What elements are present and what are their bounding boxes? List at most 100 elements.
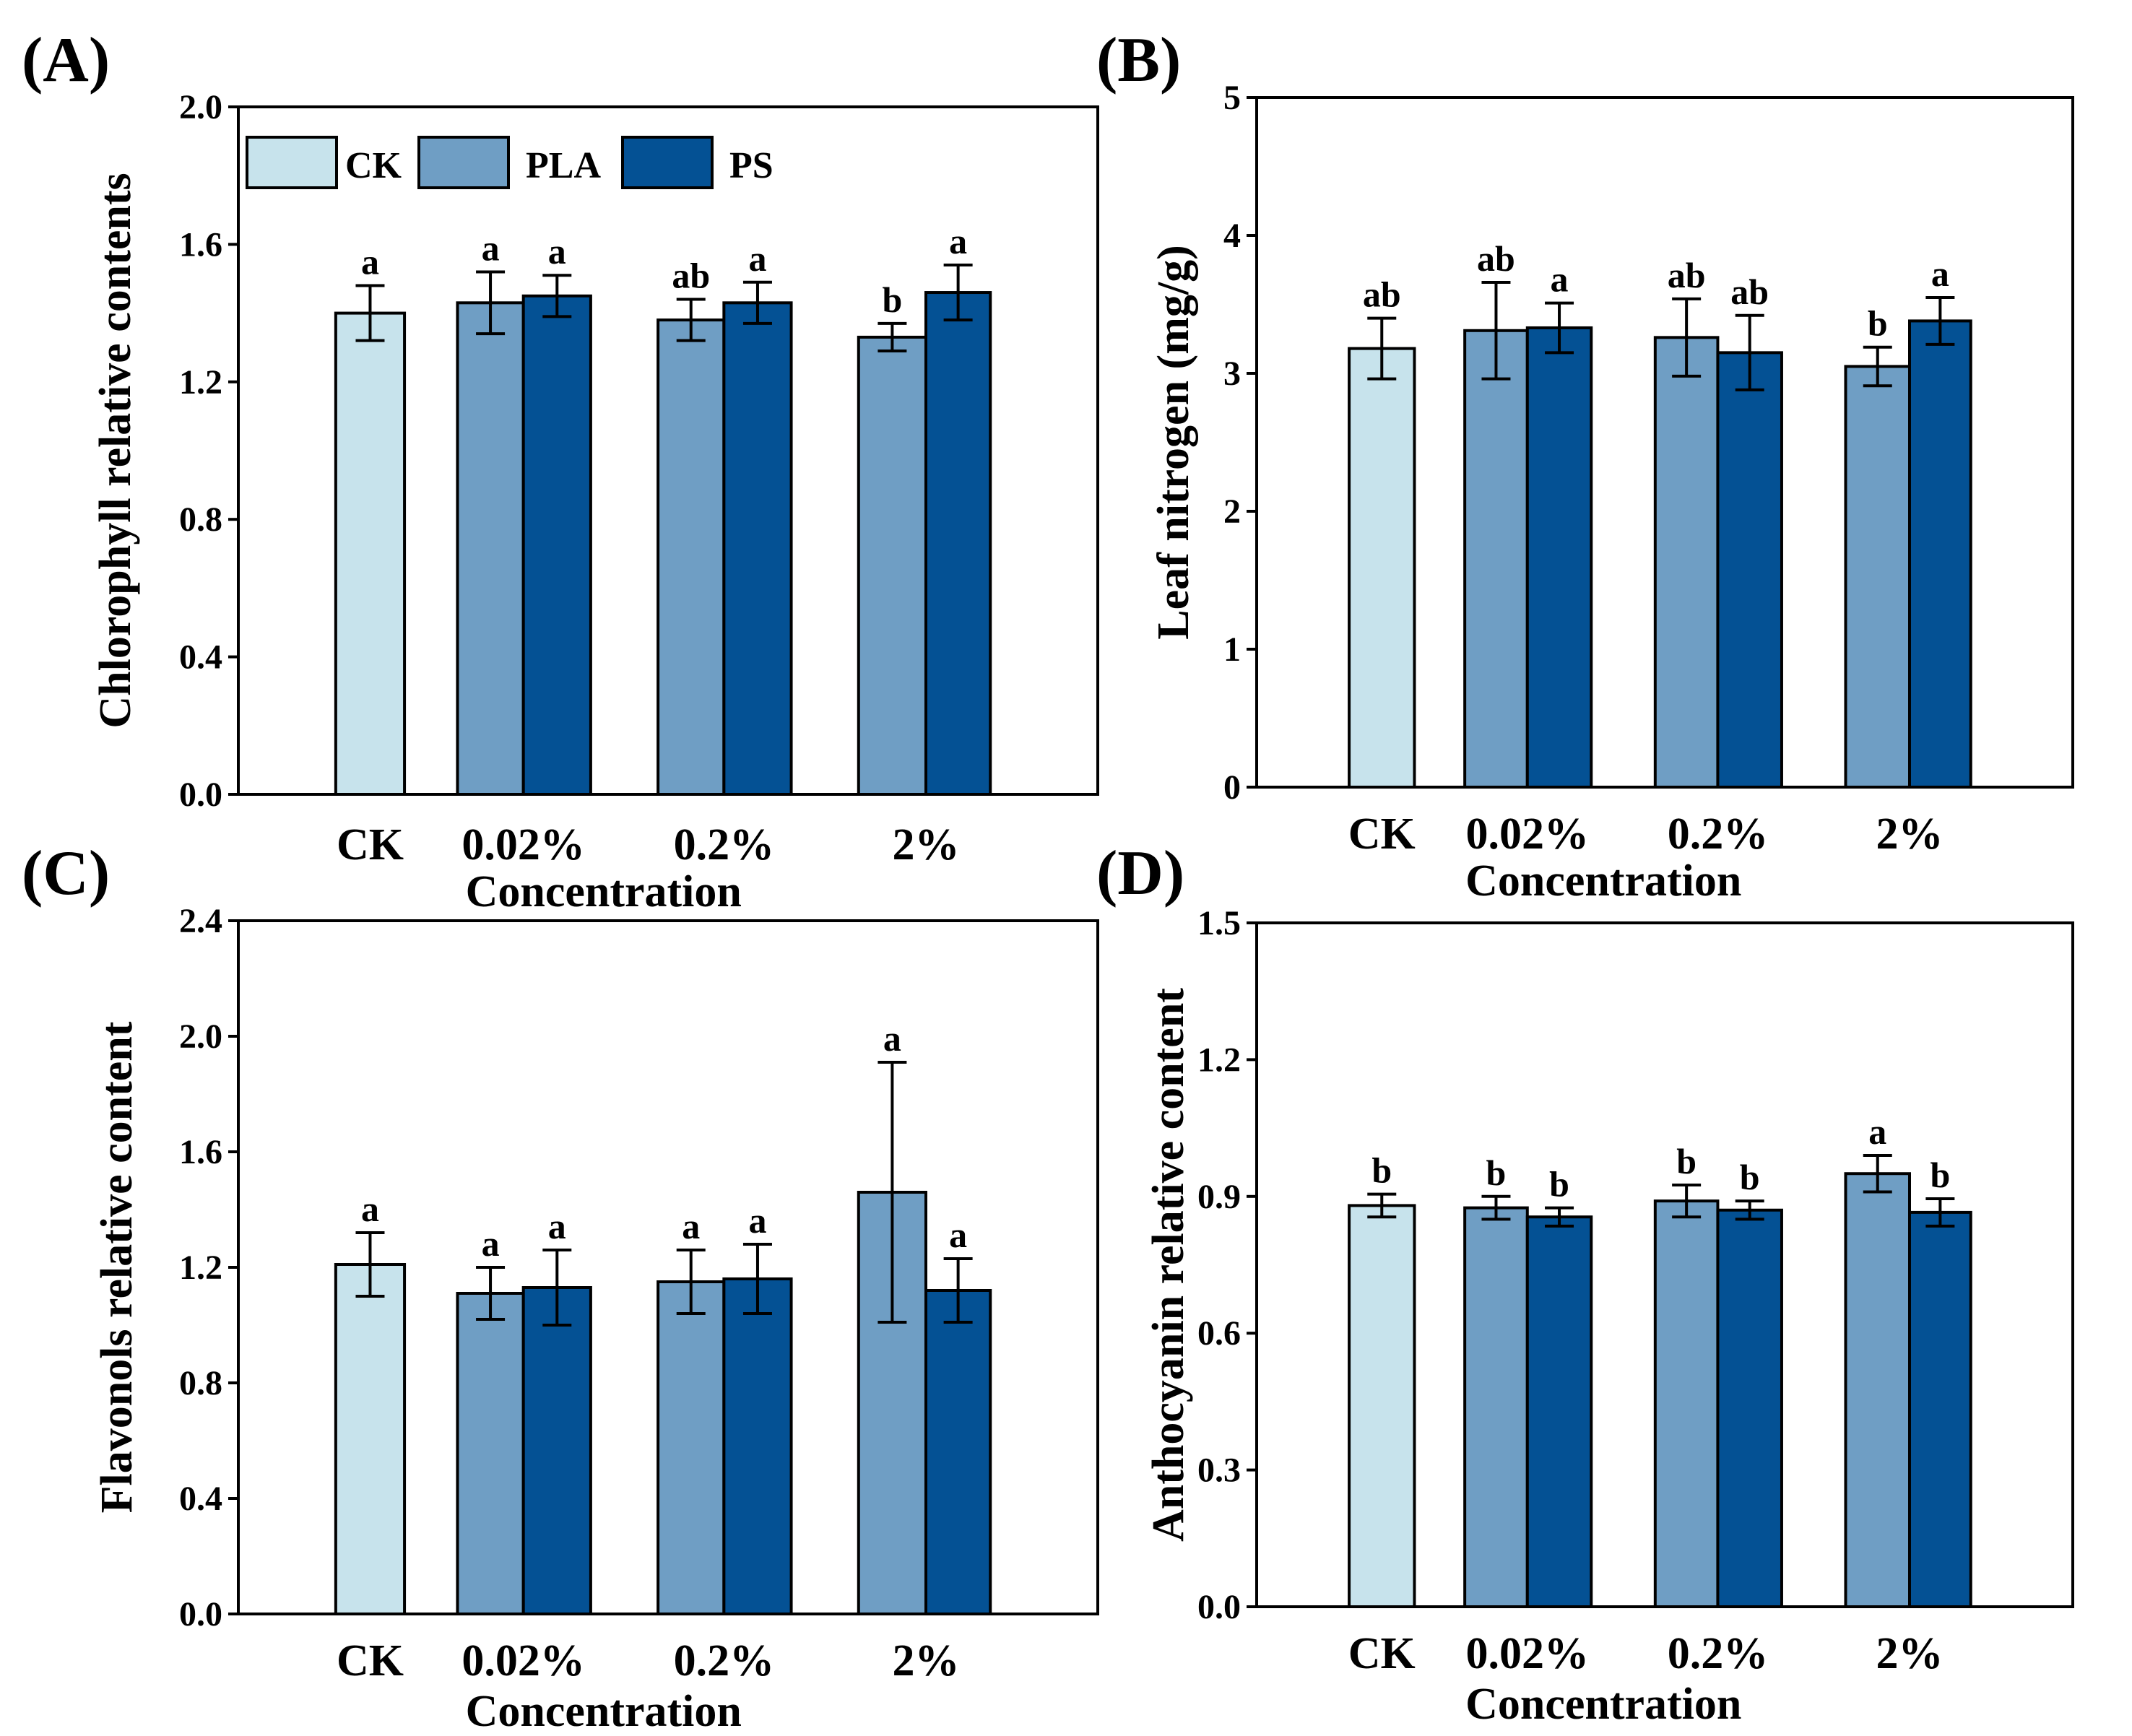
plot-frame xyxy=(1255,96,2074,789)
bar-ps xyxy=(521,1286,592,1615)
x-tick-label: CK xyxy=(1348,1629,1416,1678)
bar-ps xyxy=(1716,351,1783,789)
x-tick-label: 2% xyxy=(893,820,960,869)
legend-swatch-pla xyxy=(417,136,510,189)
bar-pla xyxy=(1463,329,1529,789)
legend-label-ps: PS xyxy=(729,145,774,186)
x-tick-label: 0.02% xyxy=(462,820,585,869)
x-axis-title: Concentration xyxy=(1465,856,1741,906)
significance-label: a xyxy=(949,1215,967,1255)
bar-pla xyxy=(1844,1172,1912,1608)
y-tick-label: 0.4 xyxy=(179,638,222,677)
y-tick-label: 5 xyxy=(1223,79,1241,117)
significance-label: a xyxy=(748,238,766,279)
y-tick-label: 0.3 xyxy=(1197,1451,1241,1490)
y-tick-label: 1.6 xyxy=(179,225,222,264)
significance-label: b xyxy=(1930,1155,1950,1195)
significance-label: a xyxy=(748,1200,766,1241)
bar-ck xyxy=(1348,1204,1416,1608)
significance-label: ab xyxy=(1730,272,1769,312)
x-tick-label: 0.02% xyxy=(462,1636,585,1685)
bar-ps xyxy=(1908,1210,1972,1608)
significance-label: a xyxy=(361,1189,379,1229)
bar-ps xyxy=(924,291,992,797)
y-tick-label: 2.0 xyxy=(179,1017,222,1056)
x-axis-title: Concentration xyxy=(466,867,742,916)
y-tick-label: 0 xyxy=(1223,768,1241,807)
bar-pla xyxy=(1844,365,1912,789)
y-tick-label: 1.2 xyxy=(1197,1041,1241,1079)
significance-label: a xyxy=(361,242,379,282)
y-axis-title: Leaf nitrogen (mg/g) xyxy=(1149,245,1198,639)
significance-label: ab xyxy=(1668,255,1706,295)
significance-label: b xyxy=(1549,1164,1569,1205)
plot-frame xyxy=(1255,921,2074,1608)
legend-swatch-ck xyxy=(246,136,338,189)
legend-swatch-ps xyxy=(621,136,714,189)
legend-label-ck: CK xyxy=(345,145,402,186)
panel-label: (C) xyxy=(22,838,110,908)
significance-label: a xyxy=(482,1223,500,1264)
plot-frame xyxy=(237,919,1099,1615)
x-tick-label: 0.02% xyxy=(1466,810,1590,859)
x-tick-label: CK xyxy=(337,820,404,869)
x-axis-title: Concentration xyxy=(1465,1680,1741,1729)
significance-label: b xyxy=(1486,1153,1507,1193)
y-tick-label: 3 xyxy=(1223,355,1241,393)
bar-ps xyxy=(1716,1208,1783,1608)
x-tick-label: 2% xyxy=(1876,810,1944,859)
bar-pla xyxy=(1653,1199,1720,1608)
x-tick-label: 0.02% xyxy=(1466,1629,1590,1678)
y-tick-label: 0.0 xyxy=(179,776,222,814)
significance-label: b xyxy=(1372,1150,1392,1191)
significance-label: b xyxy=(1676,1141,1696,1181)
panel-label: (D) xyxy=(1096,838,1184,908)
significance-label: a xyxy=(1868,1111,1886,1152)
bar-pla xyxy=(1653,336,1720,789)
x-tick-label: CK xyxy=(1348,810,1416,859)
panel-d: (D) 0.0 0.3 0.6 0.9 1.2 1.5 b b b b b a b CK 0.02% 0.2% 2… xyxy=(1096,838,2074,1729)
y-tick-label: 0.8 xyxy=(179,1364,222,1402)
bar-ps xyxy=(1525,1215,1593,1608)
x-tick-label: 0.2% xyxy=(1668,810,1769,859)
significance-label: b xyxy=(1740,1157,1760,1197)
significance-label: ab xyxy=(1477,238,1515,279)
bar-ck xyxy=(334,1263,407,1615)
legend-label-pla: PLA xyxy=(526,145,601,186)
y-tick-label: 2.0 xyxy=(179,88,222,126)
significance-label: a xyxy=(1551,259,1569,300)
y-tick-label: 1.6 xyxy=(179,1133,222,1171)
x-tick-label: 2% xyxy=(893,1636,960,1685)
significance-label: a xyxy=(482,227,500,268)
panel-c: (C) 0.0 0.4 0.8 1.2 1.6 2.0 2.4 a a a a a a a CK 0.02% 0.… xyxy=(22,838,1099,1736)
bar-pla xyxy=(1463,1206,1529,1609)
y-tick-label: 1.2 xyxy=(179,363,222,402)
y-tick-label: 0.8 xyxy=(179,500,222,539)
x-tick-label: 0.2% xyxy=(674,820,775,869)
bar-pla xyxy=(857,335,927,797)
x-tick-label: 0.2% xyxy=(1668,1629,1769,1678)
legend: CK PLA PS xyxy=(246,136,774,189)
y-axis-title: Flavonols relative content xyxy=(92,1021,142,1513)
y-tick-label: 0.4 xyxy=(179,1480,222,1518)
y-tick-label: 0.9 xyxy=(1197,1178,1241,1216)
x-tick-label: 0.2% xyxy=(674,1636,775,1685)
plot-frame xyxy=(237,105,1099,796)
significance-label: ab xyxy=(672,256,710,296)
y-tick-label: 0.6 xyxy=(1197,1314,1241,1353)
significance-label: ab xyxy=(1363,274,1401,315)
bar-pla xyxy=(656,318,726,796)
bar-ck xyxy=(334,311,407,797)
significance-label: a xyxy=(682,1206,700,1246)
significance-label: a xyxy=(883,1018,901,1059)
y-tick-label: 0.0 xyxy=(1197,1588,1241,1626)
significance-label: a xyxy=(1931,253,1949,294)
x-tick-label: 2% xyxy=(1876,1629,1944,1678)
bar-ps xyxy=(924,1289,992,1615)
y-tick-label: 2 xyxy=(1223,492,1241,531)
significance-label: b xyxy=(882,279,902,320)
significance-label: a xyxy=(548,1206,566,1246)
y-axis-title: Anthocyanin relative content xyxy=(1144,988,1193,1542)
